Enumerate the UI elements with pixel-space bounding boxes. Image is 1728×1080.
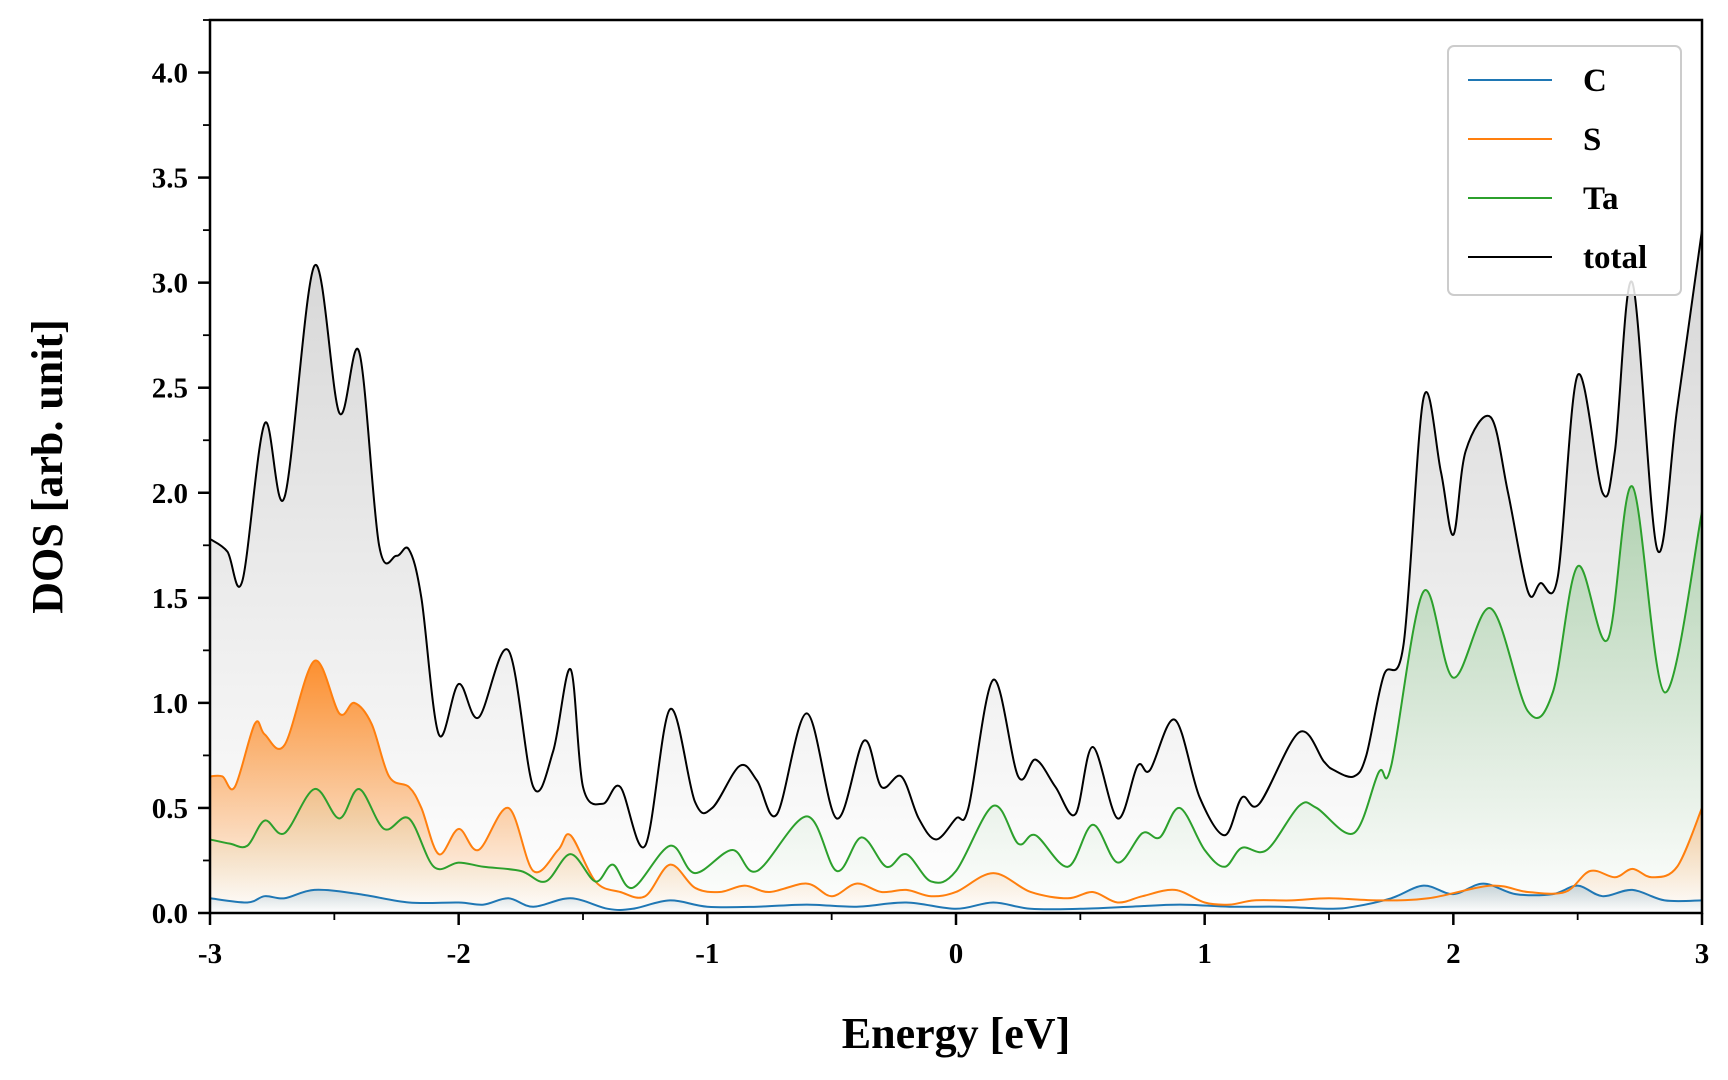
legend-box [1447, 45, 1682, 296]
x-tick-label: -1 [695, 938, 719, 970]
y-tick-label: 1.0 [152, 688, 188, 720]
y-tick-label: 0.0 [152, 898, 188, 930]
series-line-ta [209, 485, 1703, 889]
x-tick-label: -2 [447, 938, 471, 970]
area-s [210, 660, 1702, 913]
x-axis-title: Energy [eV] [842, 1009, 1071, 1058]
area-c [210, 883, 1702, 913]
x-tick-label: 3 [1695, 938, 1710, 970]
y-axis-title: DOS [arb. unit] [23, 319, 72, 614]
x-tick-label: 0 [949, 938, 964, 970]
y-tick-label: 4.0 [152, 58, 188, 90]
y-tick-label: 1.5 [152, 583, 188, 615]
y-tick-label: 0.5 [152, 793, 188, 825]
x-tick-label: 2 [1446, 938, 1461, 970]
x-tick-label: -3 [198, 938, 222, 970]
y-axis: 0.0 0.5 1.0 1.5 2.0 2.5 3.0 3.5 4.0 [152, 19, 210, 930]
y-tick-label: 3.5 [152, 163, 188, 195]
legend-label-total: total [1583, 240, 1647, 276]
legend-label-c: C [1583, 63, 1607, 99]
legend-label-s: S [1583, 122, 1601, 158]
y-tick-label: 2.0 [152, 478, 188, 510]
x-axis: -3 -2 -1 0 1 2 3 [198, 913, 1709, 970]
x-tick-label: 1 [1197, 938, 1212, 970]
series-lines [209, 229, 1703, 911]
y-tick-label: 3.0 [152, 268, 188, 300]
legend: CS Ta total [1447, 45, 1682, 296]
y-tick-label: 2.5 [152, 373, 188, 405]
area-fills [210, 230, 1702, 913]
series-line-s [209, 659, 1703, 906]
legend-label-ta: Ta [1583, 181, 1618, 217]
series-line-total [209, 229, 1703, 849]
